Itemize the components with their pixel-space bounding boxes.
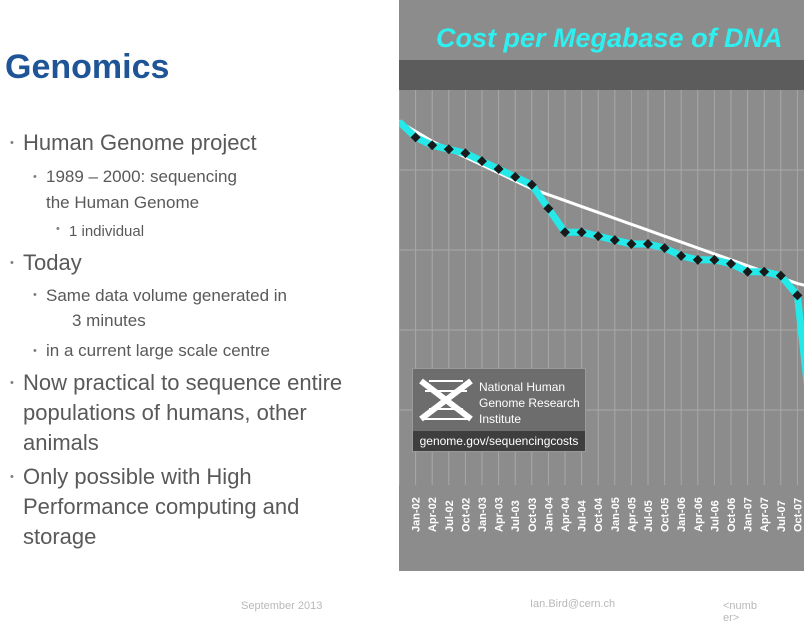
data-point xyxy=(792,290,803,301)
x-tick-label: Jan-05 xyxy=(610,497,622,532)
logo-text: National Human Genome Research Institute xyxy=(479,380,580,426)
data-point xyxy=(576,227,587,238)
bullet-icon: • xyxy=(33,345,37,357)
data-point xyxy=(443,144,454,155)
bullet-item: • Now practical to sequence entire popul… xyxy=(10,370,343,455)
data-point xyxy=(659,243,670,253)
footer-email: Ian.Bird@cern.ch xyxy=(530,598,616,610)
bullet-icon: • xyxy=(56,223,60,235)
data-point xyxy=(709,254,720,265)
x-axis-ticks: Jan-02 Apr-02 Jul-02 Oct-02 Jan-03 Apr-03 Jul-… xyxy=(411,496,804,532)
data-point xyxy=(609,235,620,246)
data-point xyxy=(626,239,637,250)
data-point xyxy=(593,231,604,242)
x-tick-label: Jan-03 xyxy=(477,497,489,532)
bullet-item: • Same data volume generated in 3 minute… xyxy=(33,283,287,333)
data-point xyxy=(526,179,537,190)
data-point xyxy=(493,164,504,174)
bullet-icon: • xyxy=(10,257,14,269)
x-tick-label: Oct-06 xyxy=(726,498,738,532)
data-point xyxy=(477,156,487,167)
x-tick-label: Apr-05 xyxy=(626,497,638,532)
x-tick-label: Oct-03 xyxy=(527,498,539,532)
bullet-icon: • xyxy=(10,137,14,149)
logo-url: genome.gov/sequencingcosts xyxy=(413,431,585,451)
footer-page-number: <number> xyxy=(723,600,757,624)
bullet-icon: • xyxy=(33,289,37,301)
chart-background xyxy=(399,0,804,571)
x-tick-label: Apr-07 xyxy=(759,497,771,532)
bullet-item: • Today xyxy=(10,248,82,278)
x-tick-label: Jul-03 xyxy=(510,500,522,532)
dna-helix-icon xyxy=(419,378,473,422)
data-point xyxy=(410,132,421,143)
data-point xyxy=(726,258,736,269)
bullet-icon: • xyxy=(33,171,37,183)
x-tick-label: Apr-06 xyxy=(693,497,705,532)
x-tick-label: Jan-02 xyxy=(411,497,423,532)
bullet-icon: • xyxy=(10,377,14,389)
data-point xyxy=(676,250,687,261)
data-point xyxy=(692,254,703,265)
bullet-icon: • xyxy=(10,471,14,483)
data-point xyxy=(643,239,653,250)
data-point xyxy=(460,148,471,159)
x-tick-label: Jul-02 xyxy=(444,500,456,532)
x-tick-label: Jul-06 xyxy=(709,500,721,532)
bullet-item: • Human Genome project xyxy=(10,128,257,158)
x-tick-label: Jul-04 xyxy=(577,499,589,532)
bullet-item: • in a current large scale centre xyxy=(33,338,270,364)
bullet-item: • Only possible with High Performance co… xyxy=(10,464,300,549)
bullet-item: • 1 individual xyxy=(56,223,145,240)
data-point xyxy=(543,203,554,214)
chart-lines xyxy=(399,119,804,387)
x-tick-label: Jan-06 xyxy=(676,497,688,532)
x-tick-label: Oct-02 xyxy=(460,498,472,532)
x-tick-label: Oct-07 xyxy=(792,498,804,532)
chart-title: Cost per Megabase of DNA xyxy=(436,23,783,53)
x-tick-label: Oct-05 xyxy=(660,498,672,532)
slide-title: Genomics xyxy=(5,48,170,86)
x-tick-label: Jul-07 xyxy=(776,500,788,532)
data-point xyxy=(560,227,570,238)
cost-chart: Cost per Megabase of DNA Jan-02 Apr-02 Jul… xyxy=(399,0,804,571)
series-line-1 xyxy=(399,120,804,287)
x-tick-label: Apr-03 xyxy=(494,497,506,532)
data-point xyxy=(759,266,770,277)
x-tick-label: Oct-04 xyxy=(593,497,605,532)
data-point xyxy=(742,266,753,277)
data-point xyxy=(775,270,786,281)
x-tick-label: Apr-02 xyxy=(427,497,439,532)
footer-date: September 2013 xyxy=(241,600,323,612)
chart-header-band xyxy=(399,60,804,90)
x-tick-label: Jul-05 xyxy=(643,500,655,532)
bullet-item: • 1989 – 2000: sequencing the Human Geno… xyxy=(33,164,237,216)
nhgri-logo: National Human Genome Research Institute… xyxy=(412,368,586,452)
x-tick-label: Apr-04 xyxy=(560,496,572,532)
data-point xyxy=(510,171,521,182)
data-point xyxy=(427,140,438,151)
x-tick-label: Jan-04 xyxy=(543,496,555,532)
x-tick-label: Jan-07 xyxy=(743,497,755,532)
